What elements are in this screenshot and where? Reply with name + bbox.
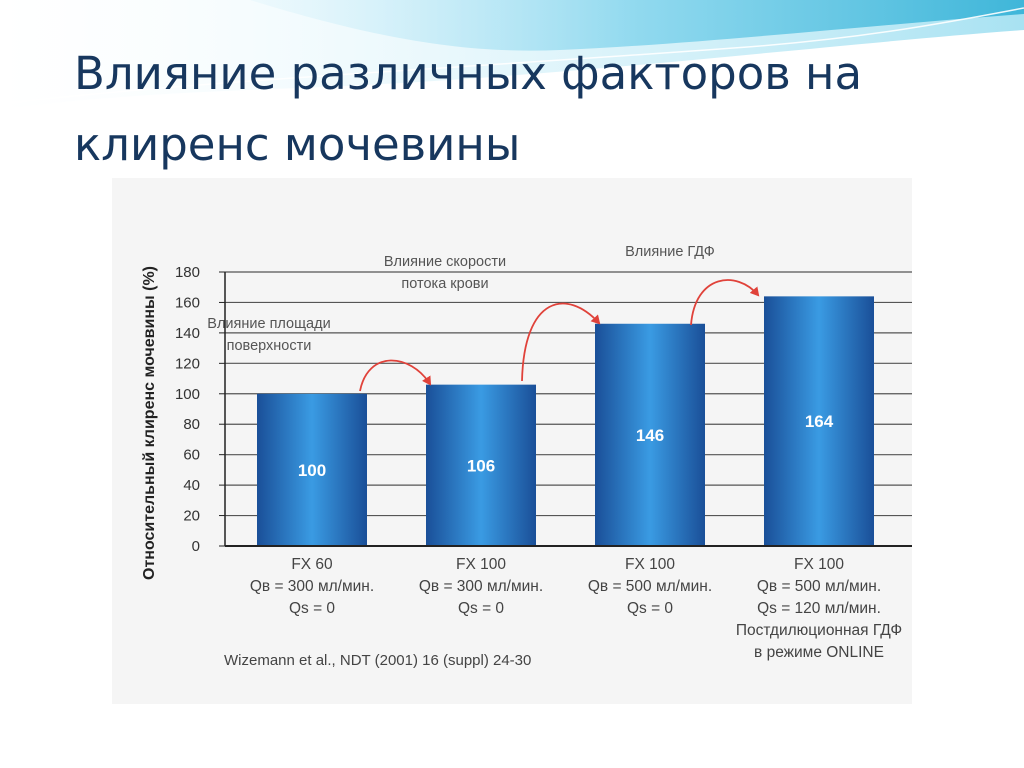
- category-label-line: Qв = 500 мл/мин.: [588, 578, 712, 595]
- y-tick-label: 40: [183, 477, 200, 494]
- effect-annotation-text: Влияние скорости: [384, 254, 506, 270]
- y-tick-label: 120: [175, 355, 200, 372]
- y-tick-label: 100: [175, 386, 200, 403]
- bar: [595, 323, 705, 546]
- bar: [257, 393, 367, 546]
- bar-value-labels: 100 106 146 164: [298, 412, 834, 480]
- bars: [257, 296, 874, 546]
- category-label-line: FX 100: [456, 556, 506, 573]
- y-axis-ticks: 0 20 40 60 80 100 120 140 160 180: [175, 264, 225, 555]
- effect-annotation-text: поверхности: [227, 338, 312, 354]
- category-label-line: FX 100: [794, 556, 844, 573]
- category-label: FX 100 Qв = 500 мл/мин. Qs = 120 мл/мин. По…: [736, 556, 902, 661]
- bar-value-label: 146: [636, 426, 664, 445]
- y-tick-label: 20: [183, 508, 200, 525]
- category-label-line: Qs = 120 мл/мин.: [757, 600, 881, 617]
- category-label-line: Qs = 0: [458, 600, 504, 617]
- effect-annotation-text: Влияние площади: [207, 316, 330, 332]
- category-label-line: Qв = 300 мл/мин.: [419, 578, 543, 595]
- category-label-line: Qв = 300 мл/мин.: [250, 578, 374, 595]
- category-label-line: FX 60: [291, 556, 333, 573]
- category-label-line: Qв = 500 мл/мин.: [757, 578, 881, 595]
- slide-title-line-2: клиренс мочевины: [74, 118, 521, 171]
- category-label: FX 100 Qв = 500 мл/мин. Qs = 0: [588, 556, 712, 617]
- effect-arrow: [359, 359, 432, 392]
- y-tick-label: 80: [183, 416, 200, 433]
- y-tick-label: 180: [175, 264, 200, 281]
- x-axis-categories: FX 60 Qв = 300 мл/мин. Qs = 0 FX 100 Qв = 30…: [250, 556, 902, 661]
- bar-value-label: 106: [467, 456, 495, 475]
- effect-annotation-text: Влияние ГДФ: [625, 244, 715, 260]
- bar-value-label: 164: [805, 412, 834, 431]
- effect-annotation: Влияние площади поверхности: [207, 316, 432, 392]
- effect-annotation-text: потока крови: [401, 276, 488, 292]
- chart-panel: Относительный клиренс мочевины (%) 0 20 40…: [112, 178, 912, 704]
- category-label-line: Qs = 0: [289, 600, 335, 617]
- y-tick-label: 0: [192, 538, 200, 555]
- effect-annotation: Влияние ГДФ: [625, 244, 760, 326]
- category-label: FX 60 Qв = 300 мл/мин. Qs = 0: [250, 556, 374, 617]
- effect-annotations: Влияние площади поверхности Влияние скорос…: [207, 244, 760, 392]
- effect-arrow: [690, 279, 760, 326]
- bar: [764, 296, 874, 546]
- category-label-line: Qs = 0: [627, 600, 673, 617]
- y-tick-label: 140: [175, 325, 200, 342]
- y-tick-label: 160: [175, 294, 200, 311]
- slide-title-line-1: Влияние различных факторов на: [74, 47, 863, 100]
- effect-arrow: [521, 302, 601, 382]
- category-label-line: FX 100: [625, 556, 675, 573]
- bar: [426, 384, 536, 546]
- category-label-line: в режиме ONLINE: [754, 644, 884, 661]
- y-axis-label: Относительный клиренс мочевины (%): [141, 266, 158, 580]
- y-tick-label: 60: [183, 447, 200, 464]
- slide-title: Влияние различных факторов на клиренс мо…: [74, 38, 1004, 180]
- category-label: FX 100 Qв = 300 мл/мин. Qs = 0: [419, 556, 543, 617]
- category-label-line: Постдилюционная ГДФ: [736, 622, 902, 639]
- background-swoosh: [0, 0, 1024, 110]
- source-citation: Wizemann et al., NDT (2001) 16 (suppl) 2…: [224, 652, 531, 669]
- effect-annotation: Влияние скорости потока крови: [384, 254, 601, 382]
- bar-value-label: 100: [298, 461, 326, 480]
